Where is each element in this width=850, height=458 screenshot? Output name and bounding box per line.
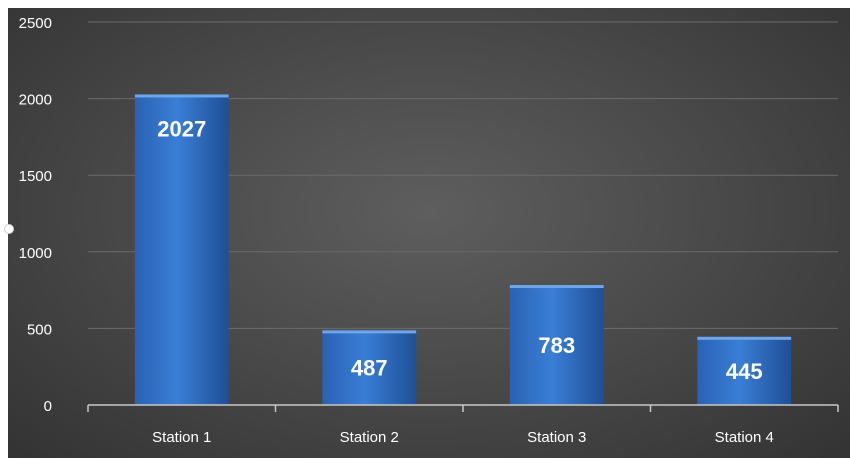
bar-data-label: 487 — [351, 356, 388, 381]
y-tick-label: 1500 — [19, 168, 52, 185]
y-tick-label: 2500 — [19, 15, 52, 32]
y-tick-label: 500 — [27, 321, 52, 338]
bar[interactable] — [697, 336, 792, 405]
bar[interactable] — [509, 285, 604, 405]
bar-top-highlight — [697, 336, 792, 340]
bar-top-highlight — [509, 285, 604, 289]
data-labels: 2027 487 783 445 — [157, 116, 762, 383]
chart-resize-handle[interactable] — [4, 224, 14, 234]
bar[interactable] — [134, 94, 229, 406]
x-tick-label: Station 4 — [715, 429, 774, 446]
bar[interactable] — [322, 330, 417, 405]
bar-data-label: 445 — [726, 359, 763, 384]
y-axis-tick-labels: 0 500 1000 1500 2000 2500 — [19, 15, 52, 415]
x-axis: Station 1 Station 2 Station 3 Station 4 — [87, 404, 839, 446]
bar-top-highlight — [134, 94, 229, 98]
y-tick-label: 2000 — [19, 92, 52, 109]
y-tick-label: 1000 — [19, 245, 52, 262]
x-tick-label: Station 2 — [340, 429, 399, 446]
bar-top-highlight — [322, 330, 417, 334]
bar-data-label: 2027 — [157, 116, 206, 141]
bar-data-label: 783 — [538, 333, 575, 358]
bars — [134, 94, 792, 406]
x-tick-label: Station 3 — [527, 429, 586, 446]
x-tick-label: Station 1 — [152, 429, 211, 446]
y-tick-label: 0 — [44, 398, 52, 415]
